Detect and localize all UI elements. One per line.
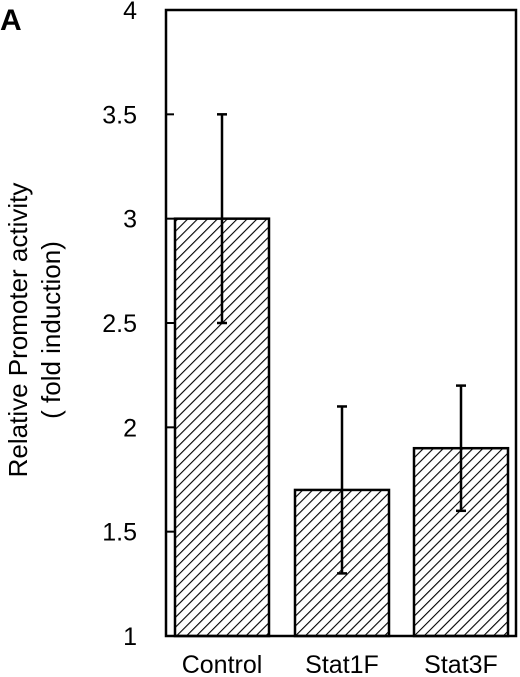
plot-frame: [164, 8, 518, 638]
y-tick-label: 1.5: [102, 519, 137, 547]
y-tick-label: 4: [123, 0, 137, 25]
y-tick-label: 2: [123, 414, 137, 442]
y-axis-title: Relative Promoter activity ( fold induct…: [3, 183, 66, 478]
x-axis-labels: Control Stat1F Stat3F: [182, 651, 498, 677]
y-axis: 1 1.5 2 2.5 3 3.5 4: [102, 0, 174, 651]
y-tick-label: 3.5: [102, 101, 137, 129]
panel-label: A: [0, 4, 22, 37]
y-tick-label: 2.5: [102, 310, 137, 338]
y-tick-label: 3: [123, 206, 137, 234]
y-axis-title-line1: Relative Promoter activity: [3, 183, 33, 478]
x-tick-label: Control: [182, 651, 263, 677]
y-tick-label: 1: [123, 623, 137, 651]
x-tick-label: Stat1F: [305, 651, 379, 677]
x-tick-label: Stat3F: [424, 651, 498, 677]
error-bars: [217, 113, 466, 575]
y-axis-title-line2: ( fold induction): [36, 241, 66, 419]
